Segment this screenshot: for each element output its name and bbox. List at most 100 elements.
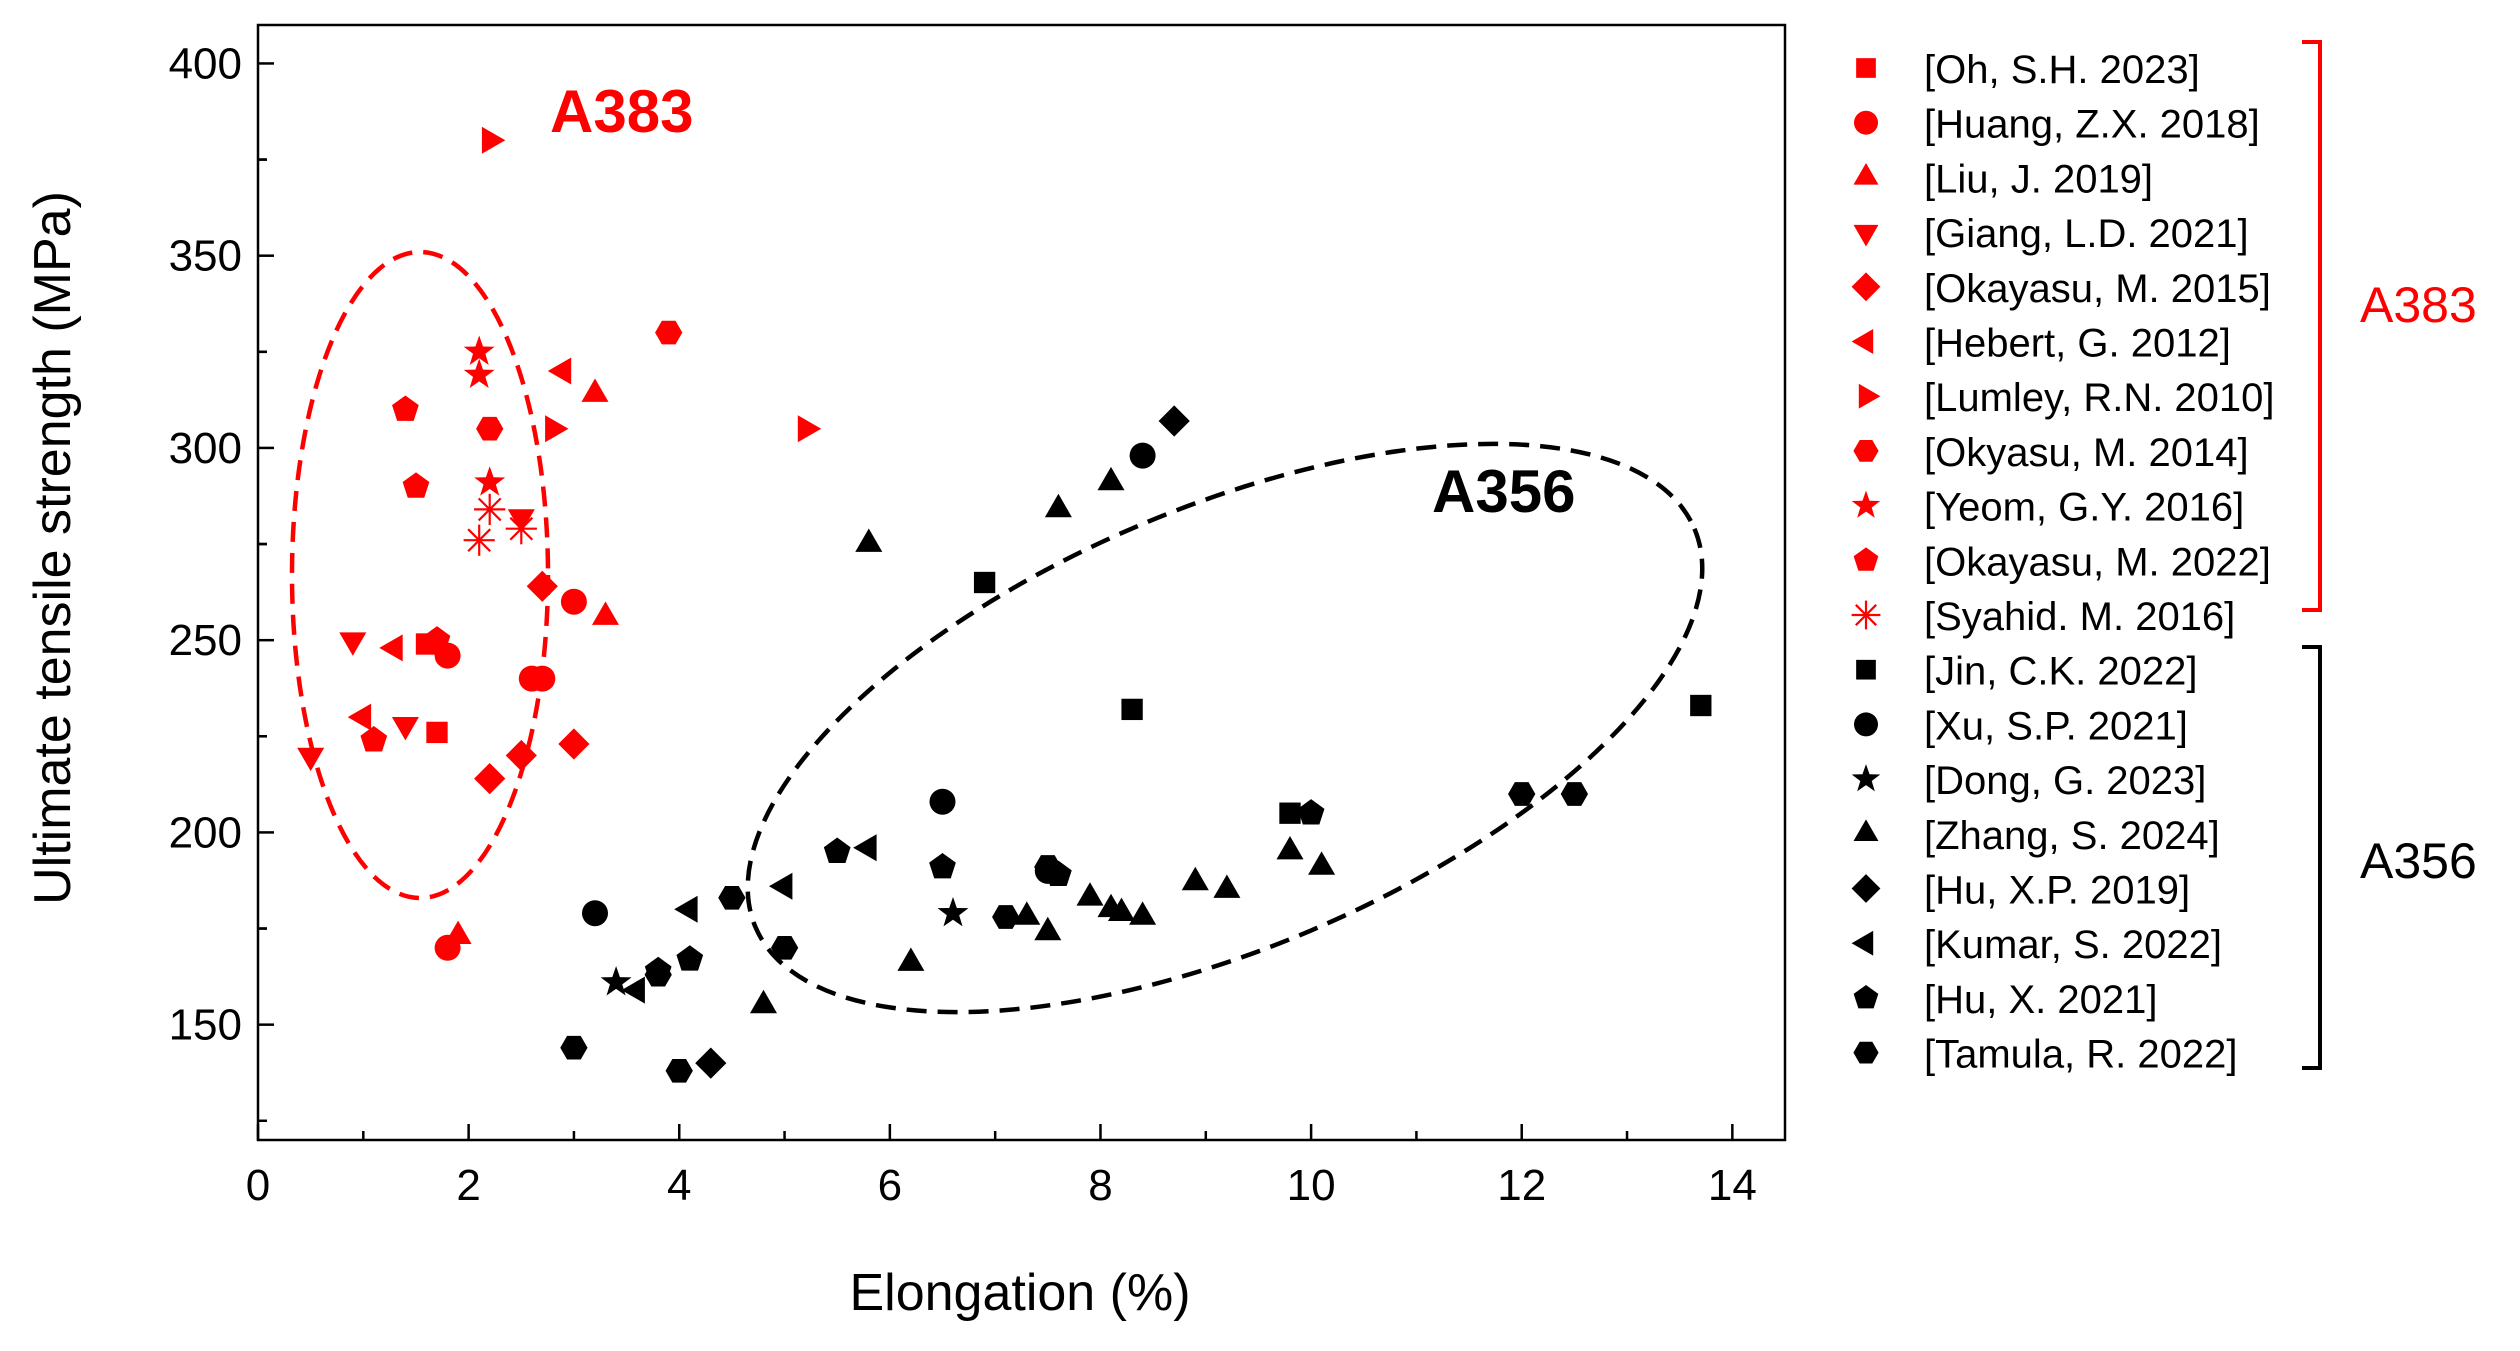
legend-label: [Hu, X. 2021]: [1924, 978, 2157, 1022]
data-point: [402, 472, 430, 498]
legend-marker: [1854, 110, 1878, 135]
data-point: [855, 528, 883, 552]
data-point: [1034, 855, 1062, 879]
legend-item: [Huang, Z.X. 2018]: [1854, 103, 2260, 147]
data-point: [379, 634, 403, 662]
data-point: [1158, 405, 1190, 437]
group-label-a356: A356: [2360, 833, 2477, 889]
data-point: [463, 335, 495, 365]
data-point: [1076, 882, 1104, 906]
legend-marker: [1853, 819, 1879, 841]
legend-label: [Jin, C.K. 2022]: [1924, 650, 2197, 694]
data-point: [560, 588, 587, 615]
data-point: [474, 763, 506, 795]
data-point: [423, 626, 451, 652]
data-point: [853, 834, 877, 862]
legend-item: [Dong, G. 2023]: [1851, 759, 2206, 803]
data-point: [360, 726, 388, 752]
data-point: [505, 513, 537, 545]
legend-item: [Hu, X.P. 2019]: [1851, 869, 2190, 913]
legend-label: [Giang, L.D. 2021]: [1924, 212, 2249, 256]
data-point: [1279, 802, 1301, 824]
data-point: [937, 896, 969, 927]
y-tick-label: 300: [169, 424, 242, 473]
data-point: [476, 416, 504, 441]
legend-label: [Dong, G. 2023]: [1924, 759, 2206, 803]
data-point: [1129, 442, 1156, 469]
data-point: [1034, 916, 1062, 941]
legend-marker: [1858, 383, 1881, 409]
legend-item: [Okayasu, M. 2022]: [1853, 540, 2271, 584]
legend-label: [Xu, S.P. 2021]: [1924, 704, 2188, 748]
a383-group-ellipse: [289, 249, 551, 901]
bracket-a383: [2302, 40, 2322, 612]
data-point: [1129, 901, 1157, 925]
legend-item: [Jin, C.K. 2022]: [1856, 650, 2197, 694]
data-point: [655, 320, 683, 345]
legend-item: [Yeom, G.Y. 2016]: [1851, 486, 2244, 530]
legend-marker: [1856, 659, 1876, 680]
legend-label: [Okayasu, M. 2015]: [1924, 267, 2271, 311]
legend-label: [Okyasu, M. 2014]: [1924, 431, 2249, 475]
annotation-a383: A383: [550, 78, 693, 145]
legend-marker: [1853, 439, 1879, 462]
legend-label: [Yeom, G.Y. 2016]: [1924, 486, 2244, 530]
legend-label: [Lumley, R.N. 2010]: [1924, 376, 2275, 420]
data-point: [444, 920, 472, 944]
data-point: [1213, 874, 1241, 898]
legend-marker: [1856, 58, 1876, 78]
group-label-a383: A383: [2360, 277, 2477, 333]
data-point: [545, 415, 569, 443]
legend-marker: [1851, 600, 1881, 630]
data-point: [1508, 782, 1536, 806]
legend-marker: [1853, 163, 1879, 185]
data-point: [695, 1047, 727, 1079]
legend-item: [Liu, J. 2019]: [1853, 157, 2153, 201]
legend-item: [Okyasu, M. 2014]: [1853, 431, 2249, 475]
data-point: [1297, 799, 1325, 825]
data-point: [992, 905, 1020, 929]
y-tick-label: 250: [169, 616, 242, 665]
legend-item: [Xu, S.P. 2021]: [1854, 704, 2188, 748]
x-tick-label: 4: [667, 1161, 691, 1210]
data-point: [600, 966, 632, 996]
annotation-a356: A356: [1432, 458, 1575, 525]
data-point: [676, 945, 704, 971]
data-point: [481, 126, 506, 154]
data-point: [1560, 782, 1589, 806]
data-point: [392, 395, 419, 421]
data-point: [621, 976, 645, 1004]
legend-item: [Oh, S.H. 2023]: [1856, 48, 2200, 92]
legend-marker: [1851, 272, 1881, 302]
data-point: [1013, 901, 1041, 925]
y-tick-label: 350: [169, 232, 242, 281]
legend-item: [Hebert, G. 2012]: [1851, 322, 2231, 366]
legend-marker: [1853, 547, 1879, 571]
data-point: [973, 571, 996, 594]
legend-item: [Lumley, R.N. 2010]: [1858, 376, 2275, 420]
data-point: [463, 358, 495, 389]
legend-item: [Tamula, R. 2022]: [1853, 1033, 2238, 1077]
data-point: [718, 885, 746, 910]
data-point: [929, 852, 956, 879]
legend-label: [Liu, J. 2019]: [1924, 157, 2153, 201]
data-point: [426, 721, 448, 744]
legend-label: [Hu, X.P. 2019]: [1924, 869, 2190, 913]
data-point: [347, 703, 372, 731]
legend-label: [Syahid. M. 2016]: [1924, 595, 2235, 639]
data-point: [505, 739, 537, 772]
legend-marker: [1854, 712, 1878, 737]
y-tick-label: 400: [169, 39, 242, 88]
plot-frame: [256, 23, 1787, 1142]
legend-marker: [1853, 224, 1879, 247]
y-tick-label: 150: [169, 1001, 242, 1050]
legend-label: [Zhang, S. 2024]: [1924, 814, 2220, 858]
data-point: [929, 788, 956, 815]
data-point: [665, 1058, 693, 1083]
data-point: [1308, 851, 1336, 875]
data-point: [1097, 466, 1125, 491]
a356-group-ellipse: [745, 441, 1705, 1015]
data-point: [582, 900, 608, 927]
data-point: [749, 989, 778, 1014]
